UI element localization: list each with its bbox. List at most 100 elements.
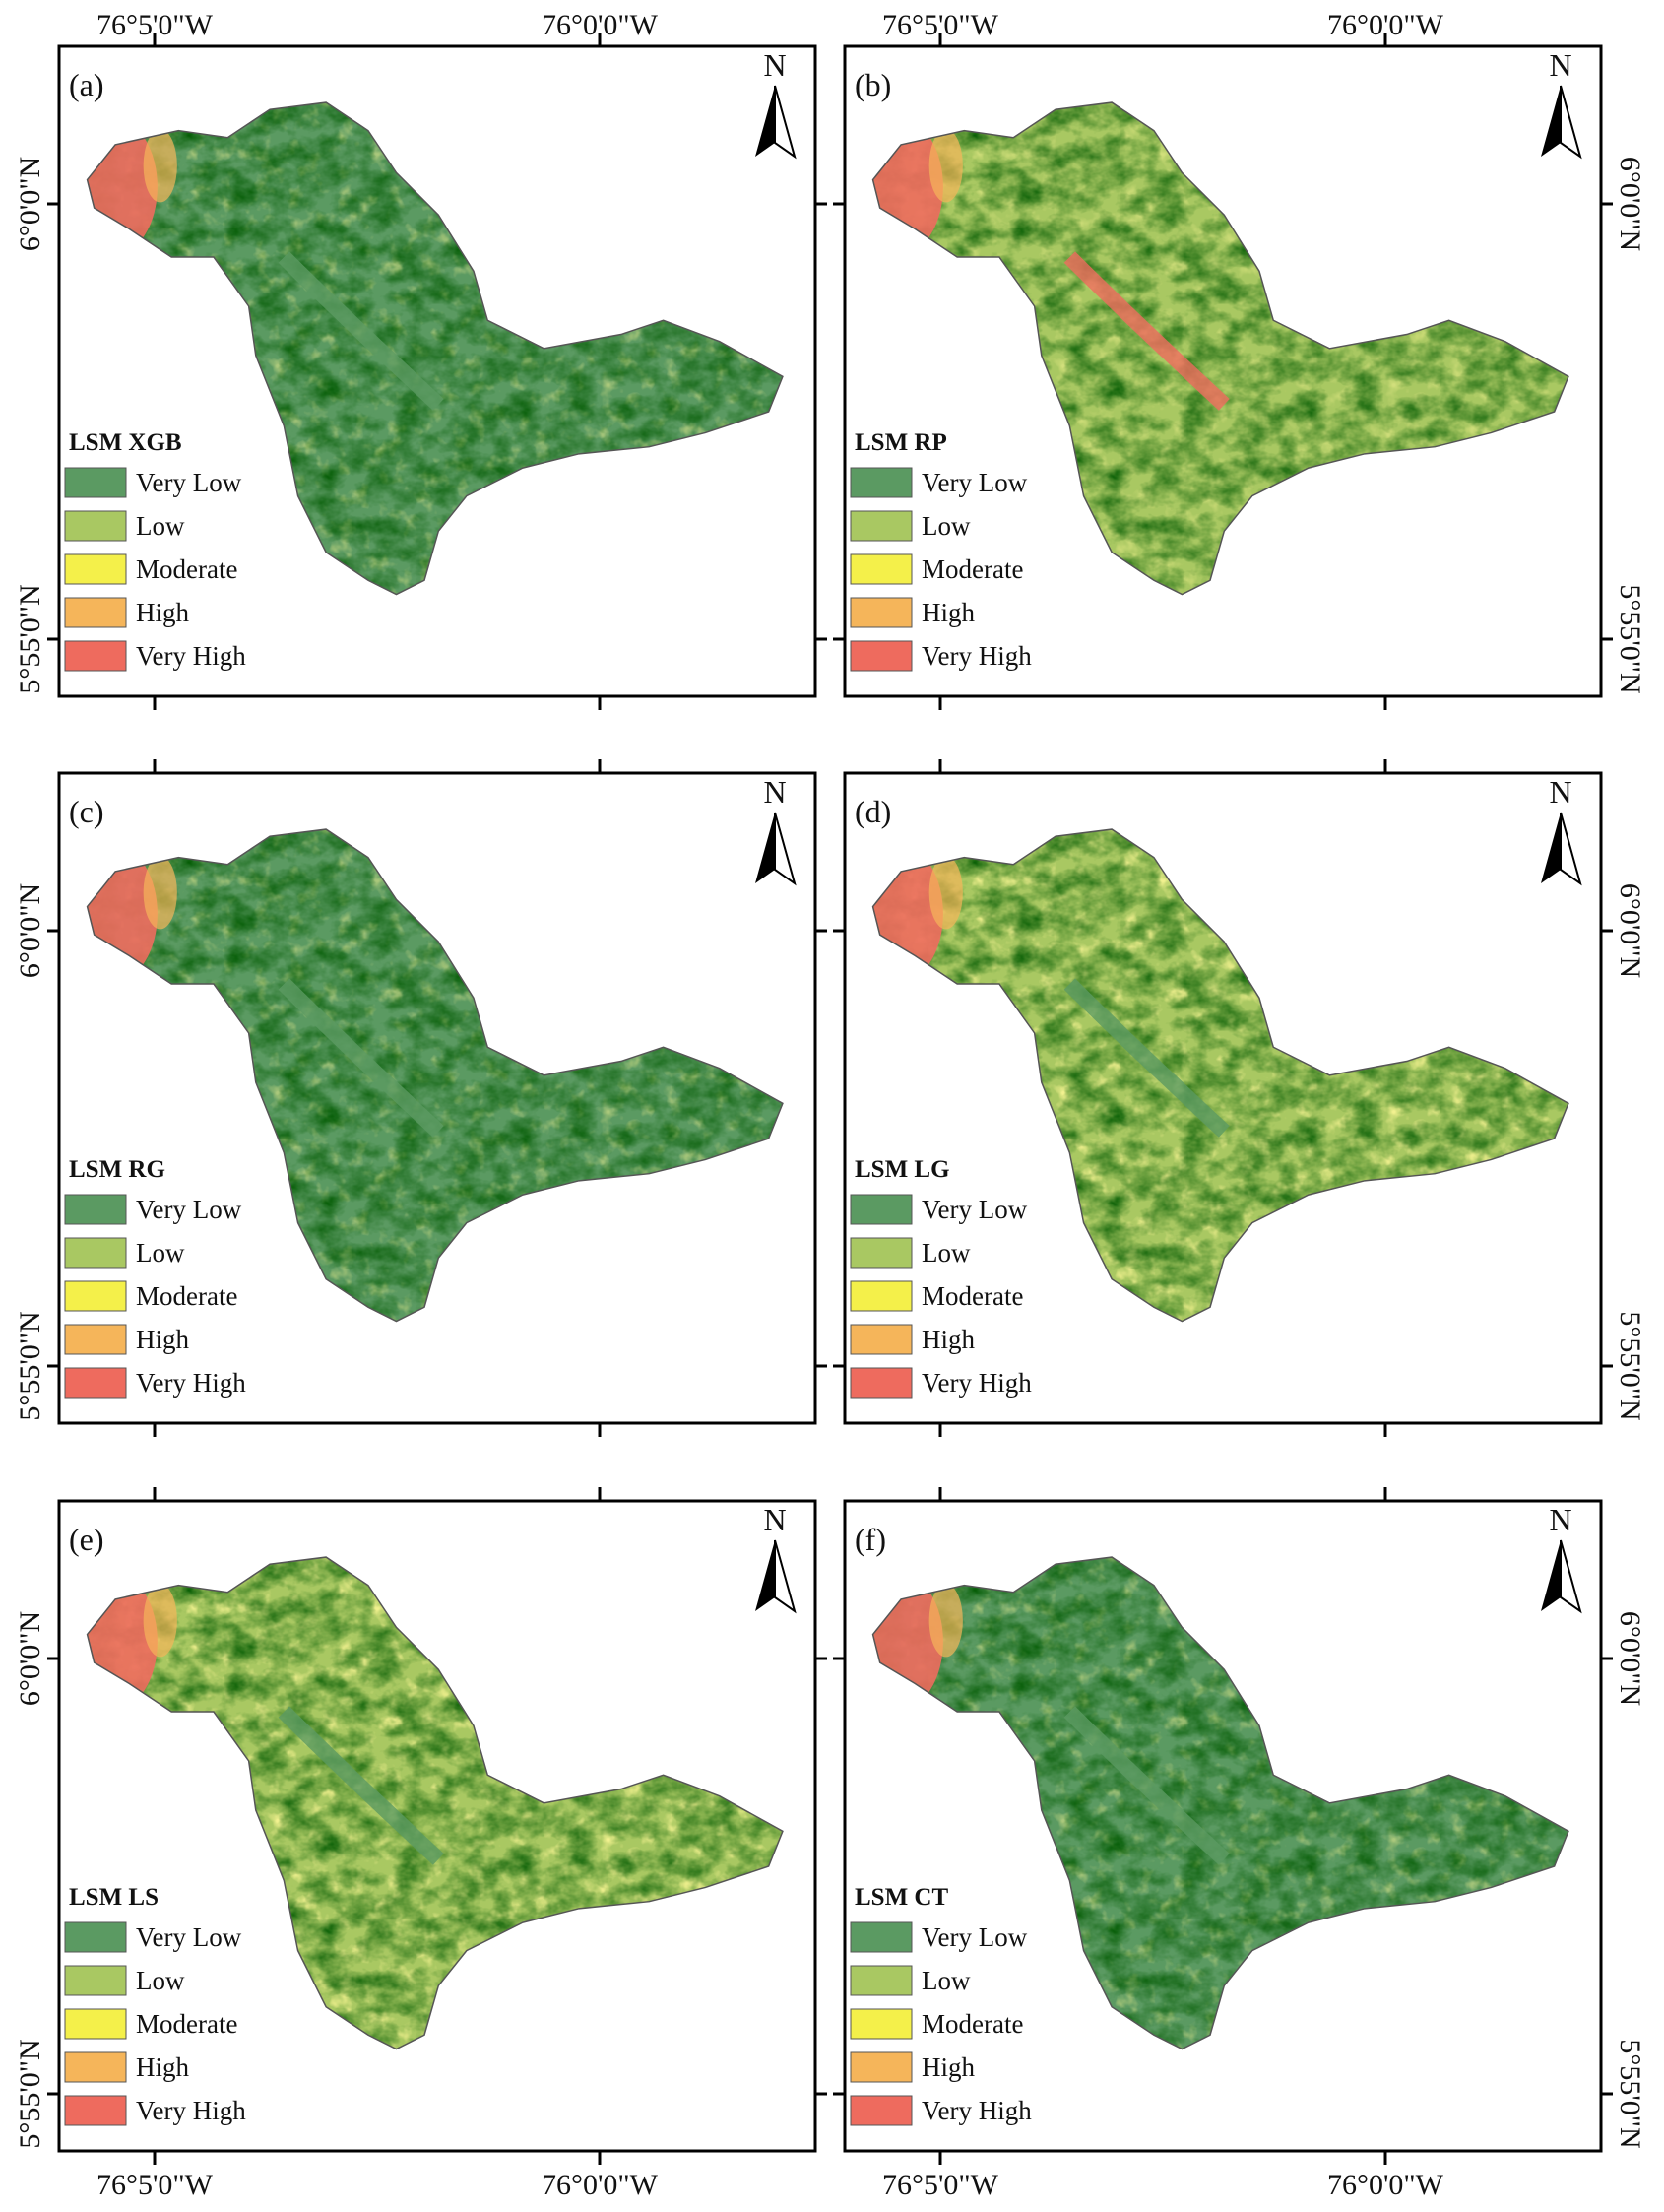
legend-swatch: [64, 553, 127, 585]
high-zone: [928, 856, 963, 930]
legend-swatch: [850, 467, 913, 498]
legend-swatch: [850, 1194, 913, 1225]
legend-swatch: [64, 2008, 127, 2040]
longitude-label: 76°0'0"W: [1327, 9, 1444, 41]
latitude-label: 5°55'0"N: [14, 1311, 46, 1420]
legend-label: Very High: [922, 641, 1032, 671]
legend-swatch: [850, 1324, 913, 1355]
legend-swatch: [64, 1921, 127, 1953]
north-arrow-right: [774, 812, 797, 886]
map-panel: (e) N LSM LS Very Low Low Moderate High Very Hi…: [14, 1487, 827, 2201]
legend-label: Low: [136, 1238, 185, 1268]
map-panel: (b) N LSM RP Very Low Low Moderate High Very Hi…: [833, 9, 1646, 710]
basin-outline: [871, 1556, 1569, 2050]
high-zone: [143, 1584, 177, 1658]
legend-label: Moderate: [922, 2009, 1023, 2039]
north-label: N: [763, 1502, 786, 1537]
longitude-label: 76°5'0"W: [96, 2169, 214, 2201]
legend-label: Very Low: [136, 1195, 242, 1224]
legend-swatch: [64, 1324, 127, 1355]
longitude-label: 76°0'0"W: [1327, 2169, 1444, 2201]
panel-label: (c): [69, 794, 104, 829]
legend-label: Very High: [136, 1368, 246, 1398]
legend-swatch: [64, 1194, 127, 1225]
longitude-label: 76°5'0"W: [96, 9, 214, 41]
valley-zone: [278, 1706, 444, 1865]
legend-swatch: [64, 1965, 127, 1996]
legend-swatch: [850, 1237, 913, 1269]
north-label: N: [1549, 1502, 1571, 1537]
legend-label: High: [136, 1325, 190, 1354]
legend-label: Very High: [922, 2096, 1032, 2125]
basin-outline: [86, 101, 784, 596]
latitude-label: 6°0'0"N: [14, 1611, 46, 1706]
legend-swatch: [64, 2051, 127, 2083]
high-zone: [143, 856, 177, 930]
legend-label: High: [922, 598, 976, 627]
legend-label: Very High: [922, 1368, 1032, 1398]
legend-swatch: [850, 510, 913, 542]
legend-swatch: [850, 1921, 913, 1953]
panel-label: (d): [855, 794, 891, 829]
map-panel: (d) N LSM LG Very Low Low Moderate High Very Hi…: [833, 759, 1646, 1437]
valley-zone: [278, 251, 444, 411]
longitude-label: 76°5'0"W: [882, 9, 999, 41]
latitude-label: 6°0'0"N: [1614, 1611, 1646, 1706]
legend-label: Very High: [136, 2096, 246, 2125]
legend-title: LSM LG: [855, 1156, 950, 1183]
legend-swatch: [850, 597, 913, 628]
latitude-label: 5°55'0"N: [1614, 1311, 1646, 1420]
panel-label: (b): [855, 67, 891, 102]
valley-zone: [278, 978, 444, 1138]
north-arrow-left: [1541, 86, 1561, 157]
map-panel: (a) N LSM XGB Very Low Low Moderate High Very H…: [14, 9, 827, 710]
legend-label: Low: [136, 1966, 185, 1995]
map-panel: (f) N LSM CT Very Low Low Moderate High Very Hi…: [833, 1487, 1646, 2201]
legend-label: Very High: [136, 641, 246, 671]
north-label: N: [1549, 47, 1571, 83]
longitude-label: 76°5'0"W: [882, 2169, 999, 2201]
panel-label: (a): [69, 67, 104, 102]
basin-outline: [871, 828, 1569, 1323]
legend-title: LSM LS: [69, 1884, 159, 1911]
legend-label: High: [136, 598, 190, 627]
north-arrow-right: [774, 1539, 797, 1614]
north-label: N: [763, 774, 786, 810]
high-zone: [928, 129, 963, 203]
north-arrow-right: [774, 85, 797, 160]
valley-zone: [1063, 978, 1230, 1138]
latitude-label: 5°55'0"N: [1614, 584, 1646, 693]
legend-swatch: [64, 640, 127, 672]
high-zone: [928, 1584, 963, 1658]
legend-label: Moderate: [136, 2009, 237, 2039]
legend-label: Moderate: [136, 554, 237, 584]
panel-label: (f): [855, 1522, 886, 1557]
legend-title: LSM XGB: [69, 429, 182, 456]
legend-title: LSM CT: [855, 1884, 948, 1911]
latitude-label: 6°0'0"N: [1614, 883, 1646, 978]
legend-swatch: [64, 1280, 127, 1312]
north-arrow-left: [755, 813, 775, 883]
legend-label: Low: [922, 1966, 971, 1995]
latitude-label: 6°0'0"N: [14, 883, 46, 978]
legend-label: Low: [136, 511, 185, 541]
basin-outline: [86, 1556, 784, 2050]
legend-label: Very Low: [922, 1195, 1028, 1224]
latitude-label: 5°55'0"N: [14, 2039, 46, 2148]
legend-swatch: [64, 1367, 127, 1399]
basin-outline: [86, 828, 784, 1323]
valley-zone: [1063, 1706, 1230, 1865]
legend-label: High: [922, 1325, 976, 1354]
map-panel: (c) N LSM RG Very Low Low Moderate High Very Hi…: [14, 759, 827, 1437]
legend-label: Moderate: [922, 1281, 1023, 1311]
north-arrow-left: [755, 86, 775, 157]
north-arrow-left: [755, 1540, 775, 1611]
legend-swatch: [64, 2095, 127, 2126]
legend-label: Low: [922, 1238, 971, 1268]
legend-swatch: [64, 597, 127, 628]
legend-swatch: [850, 2095, 913, 2126]
latitude-label: 6°0'0"N: [14, 157, 46, 251]
legend-label: Very Low: [136, 1922, 242, 1952]
latitude-label: 5°55'0"N: [1614, 2039, 1646, 2148]
